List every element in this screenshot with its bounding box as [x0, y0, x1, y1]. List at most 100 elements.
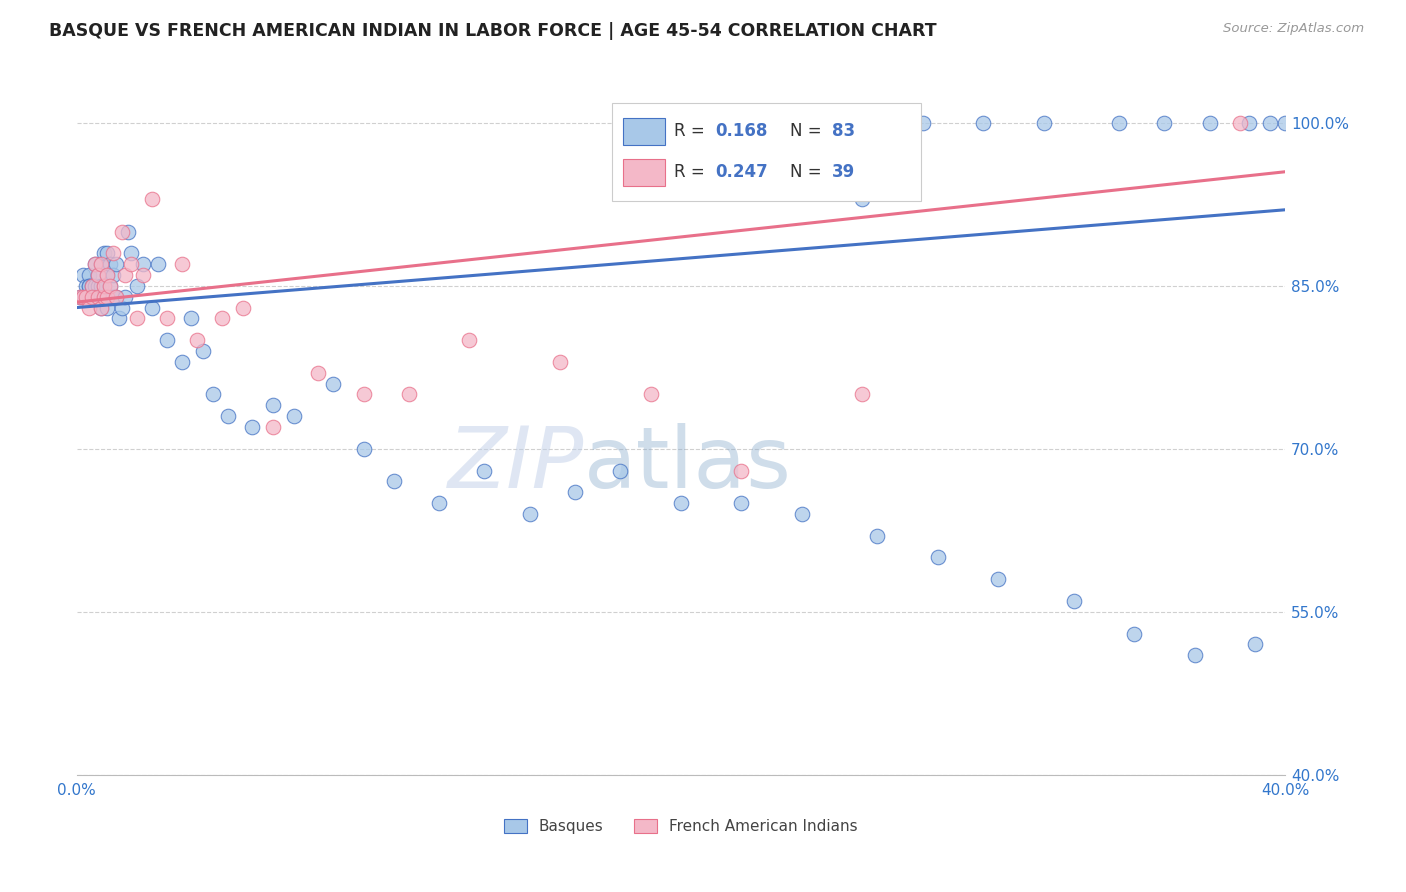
Point [101, 268, 124, 282]
Point [927, 550, 949, 565]
Point [307, 366, 329, 380]
Point [519, 507, 541, 521]
Point [83, 278, 105, 293]
Point [172, 257, 194, 271]
Point [125, 278, 148, 293]
Point [353, 387, 375, 401]
Point [1123, 626, 1146, 640]
Point [669, 496, 692, 510]
Point [851, 192, 873, 206]
Point [90, 301, 112, 315]
Point [86, 268, 108, 282]
Point [69, 290, 91, 304]
Bar [623, 159, 665, 186]
Point [111, 225, 134, 239]
Point [564, 485, 586, 500]
Text: atlas: atlas [585, 423, 792, 506]
Point [96, 290, 118, 304]
Point [101, 290, 124, 304]
Point [851, 387, 873, 401]
Point [77, 268, 100, 282]
Point [240, 420, 263, 434]
Text: R =: R = [673, 122, 710, 140]
Point [398, 387, 420, 401]
Point [104, 257, 127, 271]
Point [201, 387, 224, 401]
Point [96, 246, 118, 260]
Point [86, 290, 108, 304]
Point [108, 311, 131, 326]
Point [120, 246, 142, 260]
Point [114, 268, 136, 282]
Point [125, 311, 148, 326]
Point [458, 333, 481, 347]
Point [211, 311, 233, 326]
Point [104, 290, 127, 304]
Point [790, 507, 813, 521]
Point [1184, 648, 1206, 663]
Point [730, 496, 752, 510]
Point [186, 333, 208, 347]
Point [86, 278, 108, 293]
Point [730, 464, 752, 478]
Point [1063, 594, 1085, 608]
Point [1258, 116, 1281, 130]
Point [90, 257, 112, 271]
Point [180, 311, 202, 326]
Point [548, 355, 571, 369]
Point [101, 246, 124, 260]
Point [93, 278, 115, 293]
Text: ZIP: ZIP [449, 423, 585, 506]
Point [86, 290, 108, 304]
Point [146, 257, 169, 271]
Point [93, 290, 115, 304]
Point [86, 290, 108, 304]
Point [80, 290, 103, 304]
Point [193, 344, 215, 359]
Point [93, 290, 115, 304]
Point [77, 301, 100, 315]
Point [90, 290, 112, 304]
Point [80, 290, 103, 304]
Point [866, 529, 889, 543]
Point [1244, 637, 1267, 651]
Point [90, 257, 112, 271]
Point [83, 290, 105, 304]
Bar [623, 118, 665, 145]
Point [90, 301, 112, 315]
Point [96, 301, 118, 315]
Point [111, 301, 134, 315]
Point [156, 333, 179, 347]
Text: BASQUE VS FRENCH AMERICAN INDIAN IN LABOR FORCE | AGE 45-54 CORRELATION CHART: BASQUE VS FRENCH AMERICAN INDIAN IN LABO… [49, 22, 936, 40]
Point [156, 311, 179, 326]
Point [141, 301, 163, 315]
Point [232, 301, 254, 315]
Point [96, 268, 118, 282]
Point [98, 257, 121, 271]
Point [120, 257, 142, 271]
Point [132, 257, 155, 271]
Point [83, 257, 105, 271]
Point [1153, 116, 1175, 130]
Point [172, 355, 194, 369]
Text: 0.168: 0.168 [716, 122, 768, 140]
Point [382, 475, 405, 489]
Point [283, 409, 305, 424]
Text: 0.247: 0.247 [716, 163, 768, 181]
Point [114, 290, 136, 304]
Point [1237, 116, 1260, 130]
Point [75, 278, 97, 293]
Point [474, 464, 496, 478]
Point [69, 290, 91, 304]
Point [83, 290, 105, 304]
Text: N =: N = [790, 163, 827, 181]
Point [96, 268, 118, 282]
Point [322, 376, 344, 391]
Point [77, 278, 100, 293]
Point [90, 278, 112, 293]
Point [72, 290, 94, 304]
Legend: Basques, French American Indians: Basques, French American Indians [503, 819, 858, 834]
Point [911, 116, 934, 130]
Text: Source: ZipAtlas.com: Source: ZipAtlas.com [1223, 22, 1364, 36]
Point [80, 278, 103, 293]
